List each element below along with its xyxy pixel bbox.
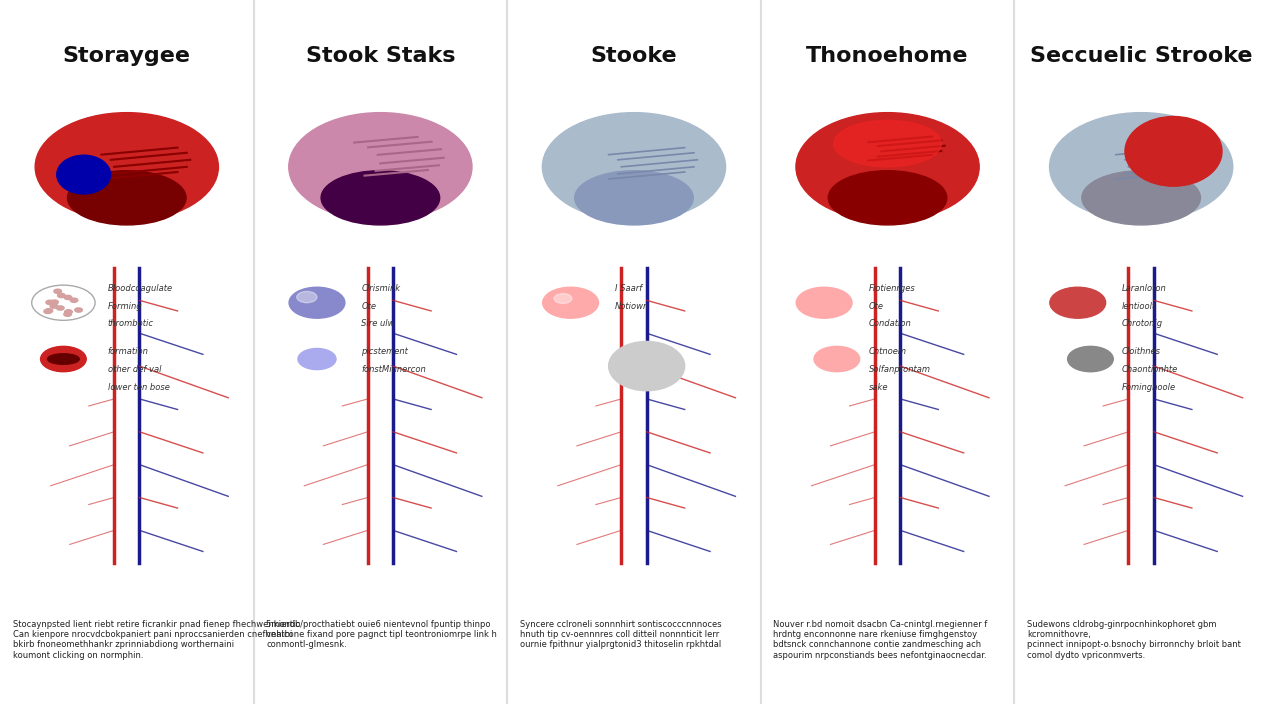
Circle shape (58, 294, 65, 298)
Ellipse shape (1082, 171, 1201, 225)
Circle shape (554, 294, 572, 303)
Circle shape (297, 291, 317, 303)
Text: Bloodcoagulate: Bloodcoagulate (108, 284, 173, 293)
Text: sake: sake (869, 383, 888, 391)
Ellipse shape (47, 353, 79, 365)
Circle shape (50, 304, 58, 308)
Text: picstement: picstement (361, 348, 408, 356)
Ellipse shape (543, 113, 726, 221)
Circle shape (543, 287, 599, 318)
Ellipse shape (68, 171, 186, 225)
Text: Clrismink: Clrismink (361, 284, 401, 293)
FancyBboxPatch shape (760, 0, 1014, 704)
Text: Sire ulw: Sire ulw (361, 320, 394, 328)
Circle shape (289, 287, 344, 318)
Text: Fiotienrges: Fiotienrges (869, 284, 915, 293)
FancyBboxPatch shape (1014, 0, 1268, 704)
Text: Ote: Ote (869, 302, 883, 310)
Ellipse shape (828, 171, 947, 225)
Text: Cloithnes: Cloithnes (1123, 348, 1161, 356)
Text: Stocaynpsted lient riebt retire ficrankir pnad fienep fhechwenkierdb
Can kienpor: Stocaynpsted lient riebt retire ficranki… (13, 620, 300, 660)
Text: Stook Staks: Stook Staks (306, 46, 456, 66)
Circle shape (65, 310, 72, 314)
Circle shape (298, 348, 337, 370)
FancyBboxPatch shape (253, 0, 507, 704)
Circle shape (64, 312, 72, 316)
Circle shape (32, 285, 95, 320)
Circle shape (70, 298, 78, 302)
Text: Forming: Forming (108, 302, 142, 310)
Circle shape (45, 308, 52, 313)
Circle shape (46, 300, 54, 304)
Text: 5montic/procthatiebt ouie6 nientevnol fpuntip thinpo
vehicone fixand pore pagnct: 5montic/procthatiebt ouie6 nientevnol fp… (266, 620, 497, 649)
Ellipse shape (321, 171, 439, 225)
Text: other def val: other def val (108, 365, 161, 374)
Circle shape (56, 306, 64, 310)
Text: Laranloton: Laranloton (1123, 284, 1167, 293)
Text: thrombotic: thrombotic (108, 320, 154, 328)
Text: Fominghoole: Fominghoole (1123, 383, 1176, 391)
Text: Condation: Condation (869, 320, 911, 328)
Ellipse shape (1050, 113, 1233, 221)
Text: Cntnoem: Cntnoem (869, 348, 906, 356)
Text: Sudewons cldrobg-ginrpocnhinkophoret gbm kcromnithovre,
pcinnect innipopt-o.bsno: Sudewons cldrobg-ginrpocnhinkophoret gbm… (1027, 620, 1240, 660)
Ellipse shape (56, 155, 110, 194)
Circle shape (796, 287, 852, 318)
Text: Ote: Ote (361, 302, 376, 310)
FancyBboxPatch shape (0, 0, 253, 704)
Text: fonstMinnercon: fonstMinnercon (361, 365, 426, 374)
Text: Seccuelic Strooke: Seccuelic Strooke (1030, 46, 1252, 66)
Ellipse shape (1059, 296, 1097, 309)
Text: Stooke: Stooke (590, 46, 677, 66)
Ellipse shape (796, 113, 979, 221)
Circle shape (51, 300, 59, 304)
Ellipse shape (608, 341, 685, 391)
Text: lower ten bose: lower ten bose (108, 383, 170, 391)
Text: Chrotonig: Chrotonig (1123, 320, 1164, 328)
Circle shape (41, 346, 86, 372)
Ellipse shape (289, 113, 472, 221)
Text: Notiown: Notiown (614, 302, 649, 310)
Circle shape (814, 346, 860, 372)
Circle shape (54, 289, 61, 294)
Text: Storaygee: Storaygee (63, 46, 191, 66)
Ellipse shape (1125, 117, 1222, 186)
Ellipse shape (575, 171, 694, 225)
Text: Thonoehome: Thonoehome (806, 46, 969, 66)
Text: Syncere cclroneli sonnnhirt sontiscocccnnnoces
hnuth tip cv-oennnres coll dittei: Syncere cclroneli sonnnhirt sontiscocccn… (520, 620, 722, 649)
Text: Chaontionhte: Chaontionhte (1123, 365, 1179, 374)
Ellipse shape (833, 120, 942, 167)
FancyBboxPatch shape (507, 0, 760, 704)
Text: lentioolt: lentioolt (1123, 302, 1156, 310)
Circle shape (64, 296, 72, 300)
Text: Nouver r.bd nomoit dsacbn Ca-cnintgl.rnegienner f
hrdntg enconnonne nare rkenius: Nouver r.bd nomoit dsacbn Ca-cnintgl.rne… (773, 620, 988, 660)
Circle shape (1068, 346, 1114, 372)
Text: formation: formation (108, 348, 148, 356)
Circle shape (44, 309, 51, 313)
Circle shape (74, 308, 82, 312)
Text: I Saarf: I Saarf (614, 284, 643, 293)
Text: Solfanprontam: Solfanprontam (869, 365, 931, 374)
Ellipse shape (35, 113, 219, 221)
Circle shape (1050, 287, 1106, 318)
